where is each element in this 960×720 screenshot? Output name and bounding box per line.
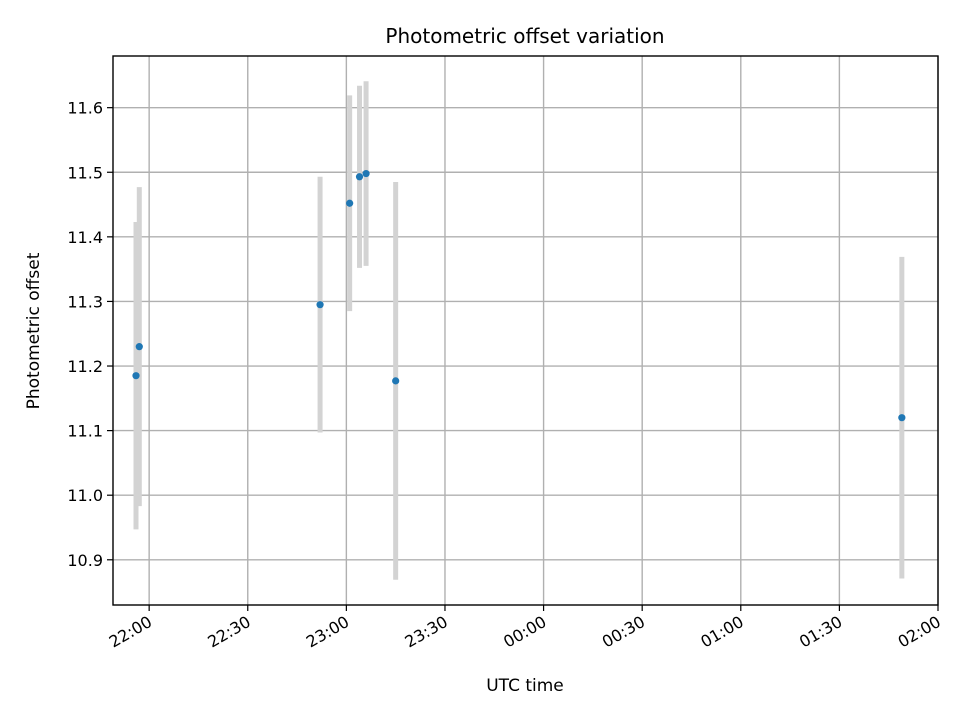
- y-tick-label: 11.4: [67, 228, 103, 247]
- data-point: [392, 377, 400, 385]
- y-axis-ticks: 10.9 11.0 11.1 11.2 11.3 11.4 11.5 11.6: [67, 99, 113, 570]
- data-point: [355, 173, 364, 181]
- y-tick-label: 11.2: [67, 357, 103, 376]
- data-point: [132, 372, 140, 380]
- data-point: [346, 199, 354, 207]
- x-axis-label: UTC time: [486, 676, 564, 696]
- y-tick-label: 11.5: [67, 163, 103, 182]
- data-point: [135, 343, 143, 351]
- data-point: [898, 414, 906, 422]
- y-tick-label: 10.9: [67, 551, 103, 570]
- chart-title: Photometric offset variation: [385, 24, 664, 48]
- data-point: [362, 169, 370, 178]
- y-tick-label: 11.1: [67, 422, 103, 441]
- y-tick-label: 11.3: [67, 292, 103, 311]
- data-point: [316, 301, 324, 309]
- plot-frame: [112, 55, 939, 606]
- data-points: [132, 169, 906, 422]
- y-tick-label: 11.0: [67, 486, 103, 505]
- y-axis-label: Photometric offset: [24, 252, 44, 409]
- y-tick-label: 11.6: [67, 99, 103, 118]
